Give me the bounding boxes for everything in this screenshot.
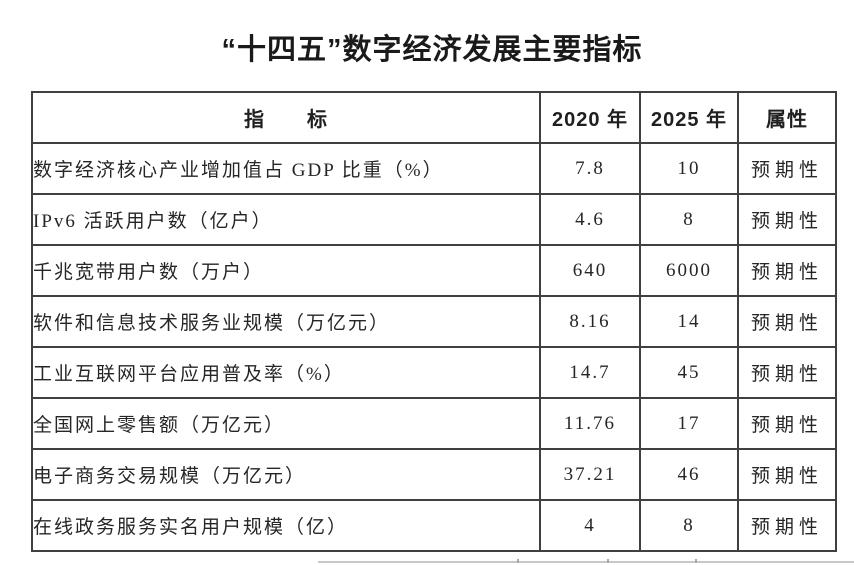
table-body: 数字经济核心产业增加值占 GDP 比重（%） 7.8 10 预期性 IPv6 活… [31,142,837,552]
table-row: 全国网上零售额（万亿元） 11.76 17 预期性 [31,397,837,450]
value-2025-cell: 17 [639,397,739,450]
indicator-cell: 工业互联网平台应用普及率（%） [31,346,541,399]
attribute-cell: 预期性 [737,499,837,552]
value-2025-cell: 8 [639,499,739,552]
attribute-cell: 预期性 [737,397,837,450]
table-row: 电子商务交易规模（万亿元） 37.21 46 预期性 [31,448,837,501]
column-header-2020: 2020 年 [539,91,641,144]
value-2025-cell: 6000 [639,244,739,297]
attribute-cell: 预期性 [737,295,837,348]
value-2025-cell: 46 [639,448,739,501]
column-header-attribute: 属性 [737,91,837,144]
attribute-cell: 预期性 [737,142,837,195]
table-row: 千兆宽带用户数（万户） 640 6000 预期性 [31,244,837,297]
indicator-cell: 电子商务交易规模（万亿元） [31,448,541,501]
value-2025-cell: 10 [639,142,739,195]
column-header-indicator: 指 标 [31,91,541,144]
indicator-cell: 数字经济核心产业增加值占 GDP 比重（%） [31,142,541,195]
table-row: 软件和信息技术服务业规模（万亿元） 8.16 14 预期性 [31,295,837,348]
table-header-row: 指 标 2020 年 2025 年 属性 [31,91,837,144]
attribute-cell: 预期性 [737,193,837,246]
table-row: IPv6 活跃用户数（亿户） 4.6 8 预期性 [31,193,837,246]
next-row-crop-artifact [318,559,854,563]
attribute-cell: 预期性 [737,244,837,297]
page-title: “十四五”数字经济发展主要指标 [221,34,643,66]
table-row: 在线政务服务实名用户规模（亿） 4 8 预期性 [31,499,837,552]
value-2020-cell: 7.8 [539,142,641,195]
attribute-cell: 预期性 [737,448,837,501]
indicator-cell: 全国网上零售额（万亿元） [31,397,541,450]
crop-artifact-tick [695,559,697,563]
indicator-cell: 软件和信息技术服务业规模（万亿元） [31,295,541,348]
value-2020-cell: 4.6 [539,193,641,246]
indicator-cell: IPv6 活跃用户数（亿户） [31,193,541,246]
indicators-table: 指 标 2020 年 2025 年 属性 数字经济核心产业增加值占 GDP 比重… [31,91,837,552]
crop-artifact-tick [607,559,609,563]
crop-artifact-tick [517,559,519,563]
value-2020-cell: 14.7 [539,346,641,399]
value-2025-cell: 14 [639,295,739,348]
value-2025-cell: 8 [639,193,739,246]
table-row: 数字经济核心产业增加值占 GDP 比重（%） 7.8 10 预期性 [31,142,837,195]
table-row: 工业互联网平台应用普及率（%） 14.7 45 预期性 [31,346,837,399]
indicator-cell: 在线政务服务实名用户规模（亿） [31,499,541,552]
value-2020-cell: 640 [539,244,641,297]
value-2020-cell: 11.76 [539,397,641,450]
value-2020-cell: 37.21 [539,448,641,501]
value-2025-cell: 45 [639,346,739,399]
value-2020-cell: 8.16 [539,295,641,348]
value-2020-cell: 4 [539,499,641,552]
attribute-cell: 预期性 [737,346,837,399]
column-header-2025: 2025 年 [639,91,739,144]
indicator-cell: 千兆宽带用户数（万户） [31,244,541,297]
